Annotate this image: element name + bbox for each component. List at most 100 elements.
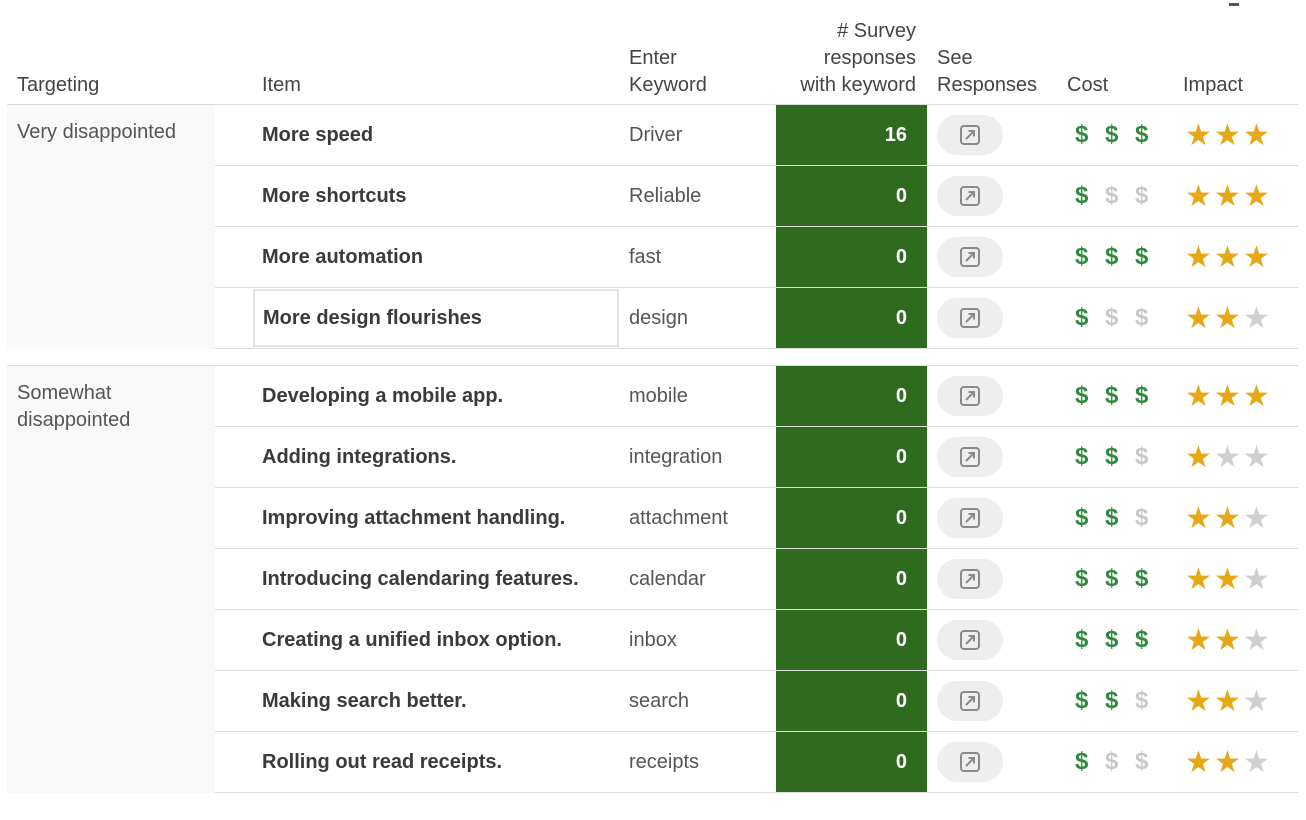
impact-rating[interactable]: ★ ★ ★ xyxy=(1185,671,1272,731)
cost-rating[interactable]: $ $ $ xyxy=(1075,610,1165,670)
see-responses-cell xyxy=(937,166,1003,226)
keyword-field[interactable]: design xyxy=(629,306,688,329)
see-responses-cell xyxy=(937,671,1003,731)
header-divider xyxy=(7,104,1298,105)
response-count: 0 xyxy=(776,671,927,731)
item-name[interactable]: Developing a mobile app. xyxy=(262,384,504,407)
item-name[interactable]: More speed xyxy=(262,123,374,146)
item-name[interactable]: Creating a unified inbox option. xyxy=(262,628,562,651)
dollar-icon: $ xyxy=(1135,304,1149,331)
see-responses-button[interactable] xyxy=(937,298,1003,338)
cost-rating[interactable]: $ $ $ xyxy=(1075,488,1165,548)
table-row: Making search better. search 0 $ $ $ ★ ★ ★ xyxy=(215,671,1298,732)
star-icon: ★ xyxy=(1243,623,1270,657)
table-row: More shortcuts Reliable 0 $ $ $ ★ ★ ★ xyxy=(215,166,1298,227)
dollar-icon: $ xyxy=(1135,182,1149,209)
see-responses-button[interactable] xyxy=(937,742,1003,782)
cost-rating[interactable]: $ $ $ xyxy=(1075,166,1165,226)
cost-rating[interactable]: $ $ $ xyxy=(1075,549,1165,609)
keyword-field[interactable]: mobile xyxy=(629,384,688,407)
table-row: More speed Driver 16 $ $ $ ★ ★ ★ xyxy=(215,105,1298,166)
cost-rating[interactable]: $ $ $ xyxy=(1075,427,1165,487)
impact-rating[interactable]: ★ ★ ★ xyxy=(1185,366,1272,426)
star-icon: ★ xyxy=(1214,440,1241,474)
cost-rating[interactable]: $ $ $ xyxy=(1075,671,1165,731)
item-name[interactable]: Rolling out read receipts. xyxy=(262,750,503,773)
dollar-icon: $ xyxy=(1105,748,1119,775)
see-responses-button[interactable] xyxy=(937,237,1003,277)
keyword-field[interactable]: receipts xyxy=(629,750,700,773)
header-keyword-line1: Enter xyxy=(629,47,677,69)
impact-rating[interactable]: ★ ★ ★ xyxy=(1185,166,1272,226)
impact-rating[interactable]: ★ ★ ★ xyxy=(1185,105,1272,165)
header-count-line1: # Survey xyxy=(837,20,916,42)
response-count: 0 xyxy=(776,366,927,426)
keyword-field[interactable]: Reliable xyxy=(629,184,702,207)
cost-rating[interactable]: $ $ $ xyxy=(1075,105,1165,165)
keyword-field[interactable]: calendar xyxy=(629,567,706,590)
open-external-icon xyxy=(960,630,980,650)
response-count: 0 xyxy=(776,549,927,609)
star-icon: ★ xyxy=(1243,745,1270,779)
dollar-icon: $ xyxy=(1135,243,1149,270)
cost-rating[interactable]: $ $ $ xyxy=(1075,288,1165,348)
keyword-field[interactable]: attachment xyxy=(629,506,728,529)
impact-rating[interactable]: ★ ★ ★ xyxy=(1185,488,1272,548)
star-icon: ★ xyxy=(1243,684,1270,718)
dollar-icon: $ xyxy=(1075,304,1089,331)
star-icon: ★ xyxy=(1185,440,1212,474)
impact-rating[interactable]: ★ ★ ★ xyxy=(1185,732,1272,792)
dollar-icon: $ xyxy=(1105,182,1119,209)
impact-rating[interactable]: ★ ★ ★ xyxy=(1185,227,1272,287)
item-name[interactable]: More design flourishes xyxy=(253,289,619,347)
see-responses-button[interactable] xyxy=(937,498,1003,538)
see-responses-button[interactable] xyxy=(937,176,1003,216)
dollar-icon: $ xyxy=(1135,443,1149,470)
keyword-field[interactable]: inbox xyxy=(629,628,677,651)
response-count: 0 xyxy=(776,732,927,792)
star-icon: ★ xyxy=(1214,684,1241,718)
impact-rating[interactable]: ★ ★ ★ xyxy=(1185,549,1272,609)
item-name[interactable]: Adding integrations. xyxy=(262,445,457,468)
star-icon: ★ xyxy=(1185,240,1212,274)
window-minimize-mark[interactable] xyxy=(1229,3,1239,6)
see-responses-button[interactable] xyxy=(937,376,1003,416)
see-responses-button[interactable] xyxy=(937,620,1003,660)
see-responses-button[interactable] xyxy=(937,437,1003,477)
see-responses-button[interactable] xyxy=(937,681,1003,721)
cost-rating[interactable]: $ $ $ xyxy=(1075,227,1165,287)
keyword-field[interactable]: integration xyxy=(629,445,723,468)
header-see-line1: See xyxy=(937,47,973,69)
table-header: Targeting Item Enter Keyword # Survey re… xyxy=(0,0,1306,104)
keyword-field[interactable]: search xyxy=(629,689,690,712)
dollar-icon: $ xyxy=(1105,304,1119,331)
impact-rating[interactable]: ★ ★ ★ xyxy=(1185,427,1272,487)
see-responses-button[interactable] xyxy=(937,559,1003,599)
star-icon: ★ xyxy=(1185,562,1212,596)
dollar-icon: $ xyxy=(1075,121,1089,148)
dollar-icon: $ xyxy=(1135,121,1149,148)
impact-rating[interactable]: ★ ★ ★ xyxy=(1185,288,1272,348)
keyword-field[interactable]: fast xyxy=(629,245,662,268)
open-external-icon xyxy=(960,752,980,772)
star-icon: ★ xyxy=(1214,379,1241,413)
impact-rating[interactable]: ★ ★ ★ xyxy=(1185,610,1272,670)
open-external-icon xyxy=(960,691,980,711)
star-icon: ★ xyxy=(1243,118,1270,152)
open-external-icon xyxy=(960,308,980,328)
dollar-icon: $ xyxy=(1075,626,1089,653)
dollar-icon: $ xyxy=(1075,687,1089,714)
item-name[interactable]: More shortcuts xyxy=(262,184,407,207)
keyword-field[interactable]: Driver xyxy=(629,123,683,146)
header-see-responses: See Responses xyxy=(937,45,1037,99)
item-name[interactable]: Introducing calendaring features. xyxy=(262,567,579,590)
item-name[interactable]: Making search better. xyxy=(262,689,467,712)
see-responses-button[interactable] xyxy=(937,115,1003,155)
open-external-icon xyxy=(960,186,980,206)
item-name[interactable]: More automation xyxy=(262,245,424,268)
dollar-icon: $ xyxy=(1105,687,1119,714)
dollar-icon: $ xyxy=(1075,565,1089,592)
cost-rating[interactable]: $ $ $ xyxy=(1075,732,1165,792)
item-name[interactable]: Improving attachment handling. xyxy=(262,506,566,529)
cost-rating[interactable]: $ $ $ xyxy=(1075,366,1165,426)
